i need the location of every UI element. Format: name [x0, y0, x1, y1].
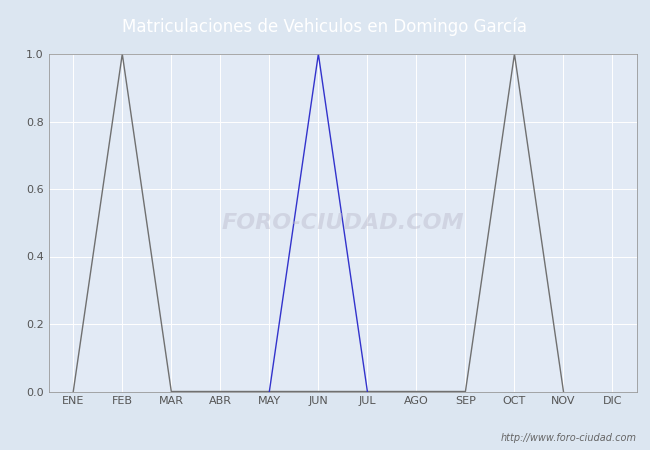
- Text: Matriculaciones de Vehiculos en Domingo García: Matriculaciones de Vehiculos en Domingo …: [122, 18, 528, 36]
- Text: FORO-CIUDAD.COM: FORO-CIUDAD.COM: [222, 213, 464, 233]
- Text: http://www.foro-ciudad.com: http://www.foro-ciudad.com: [501, 433, 637, 443]
